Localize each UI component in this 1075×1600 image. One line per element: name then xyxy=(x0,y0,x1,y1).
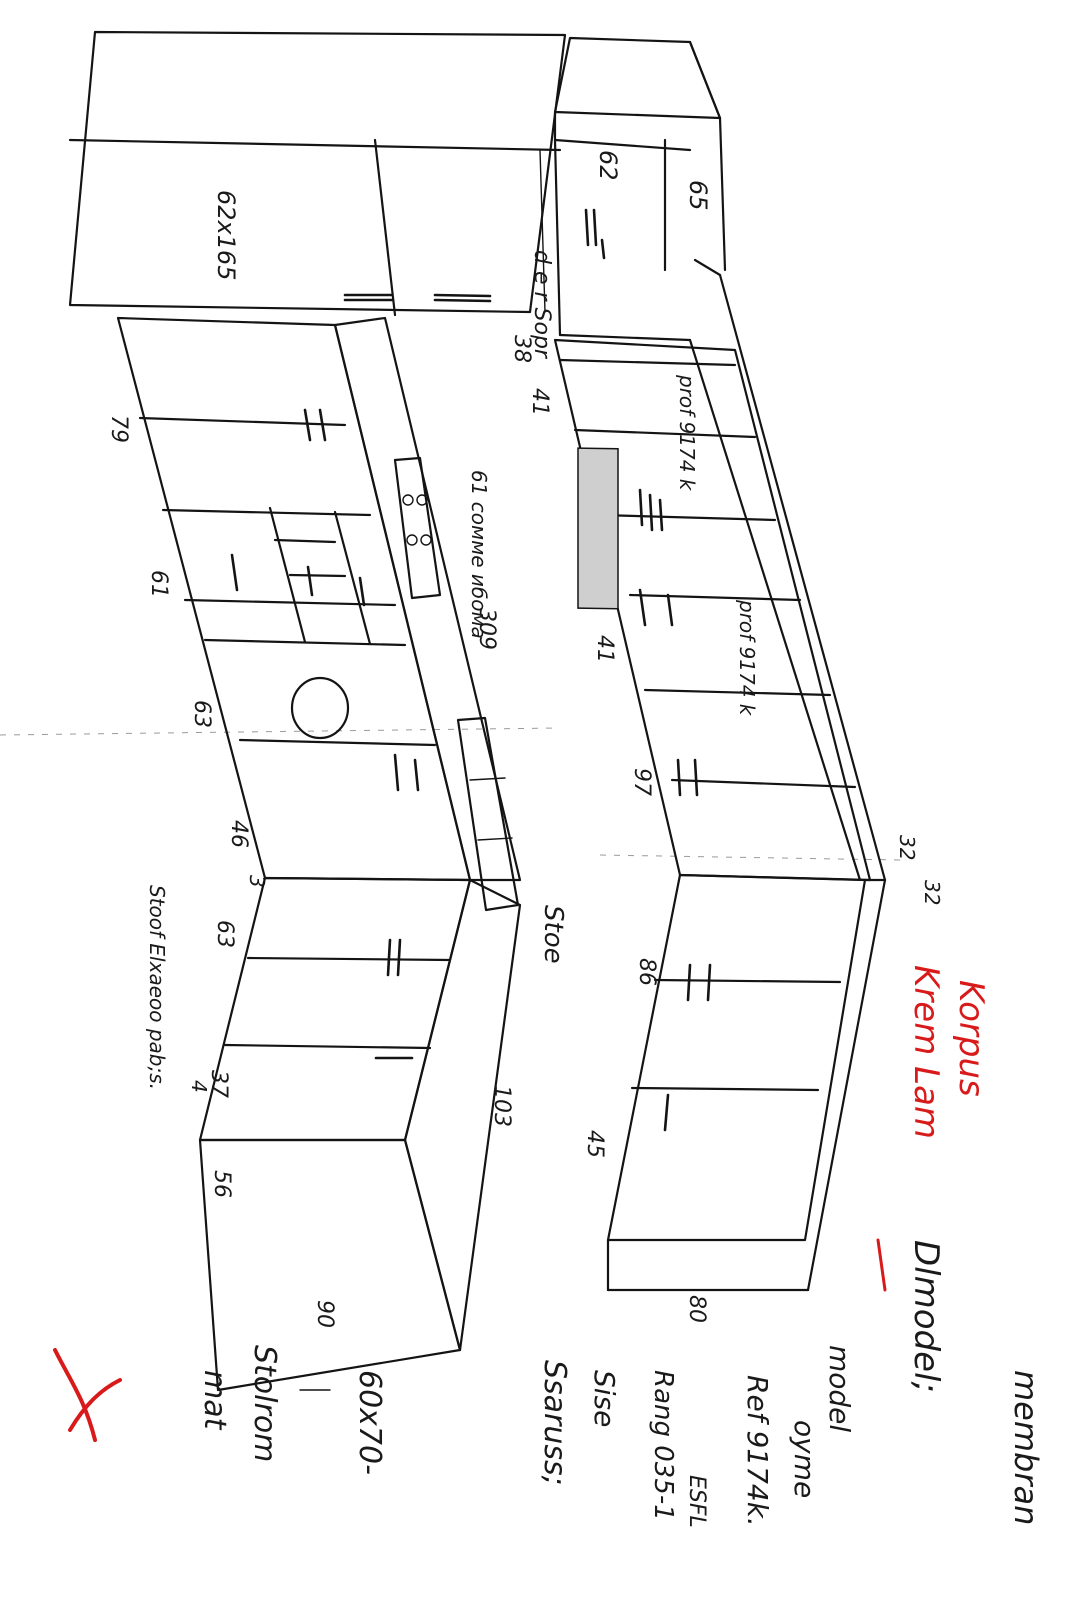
top-cabinet-dimension: 62 xyxy=(594,150,622,181)
top-right-dimension: 65 xyxy=(684,180,712,211)
arrow-marker: 4 xyxy=(187,1080,211,1093)
upper-wall-cabinets xyxy=(553,36,887,882)
corner-width-63: 63 xyxy=(212,920,237,948)
note-esfl: ESFL xyxy=(684,1475,709,1528)
scan-line-2 xyxy=(599,854,901,861)
base-width-86: 86 xyxy=(634,958,659,986)
depth-32a: 32 xyxy=(895,835,919,860)
base-width-61: 61 xyxy=(146,570,171,598)
base-width-37: 37 xyxy=(206,1070,231,1098)
base-run-right xyxy=(606,873,887,1292)
scan-line-1 xyxy=(0,727,561,736)
note-dims: 60x70- xyxy=(352,1370,387,1475)
base-width-79: 79 xyxy=(106,415,131,443)
depth-103: 103 xyxy=(489,1085,514,1127)
depth-56: 56 xyxy=(209,1170,234,1198)
red-underline xyxy=(876,1238,887,1292)
note-ref: Ref 9174k. xyxy=(741,1375,774,1527)
side-panel-note: Stoof Elxaeoo pab;s. xyxy=(145,885,169,1090)
base-run-left xyxy=(116,316,522,912)
wall-width-97: 97 xyxy=(629,768,654,796)
note-ssaruss: Ssaruss; xyxy=(537,1360,572,1486)
note-korpus: Korpus xyxy=(951,980,991,1097)
base-width-45: 45 xyxy=(582,1130,607,1158)
note-krem-lam: Krem Lam xyxy=(906,965,946,1139)
red-check-mark xyxy=(53,1348,122,1442)
tall-cabinet-dimension: 62x165 xyxy=(212,190,240,281)
note-sise: Sise xyxy=(588,1370,621,1427)
note-stol: Stolrom xyxy=(247,1345,282,1462)
rack-label-2: prof 9174 k xyxy=(735,599,759,717)
note-model: model xyxy=(823,1345,856,1432)
wall-width-41b: 41 xyxy=(592,635,617,663)
wall-width-38: 38 xyxy=(509,335,534,363)
wall-width-41a: 41 xyxy=(527,388,552,416)
depth-32b: 32 xyxy=(920,880,944,905)
note-model-line: Dlmodel; xyxy=(906,1240,946,1393)
note-code: Rang 035-1 xyxy=(648,1370,678,1521)
rack-label-1: prof 9174 k xyxy=(675,374,699,492)
front-corner-block xyxy=(198,876,522,1392)
note-mat: mat xyxy=(197,1370,232,1431)
notes-block: Korpus Krem Lam Dlmodel; membran model o… xyxy=(197,965,1045,1528)
stoe-note: Stoe xyxy=(538,905,568,964)
base-width-46: 46 xyxy=(226,820,251,848)
corner-unit-label: 61 сомме ибома xyxy=(467,470,491,639)
note-membran: membran xyxy=(1007,1370,1045,1525)
counter-length-309: 309 xyxy=(474,608,499,650)
note-oyme: oyme xyxy=(788,1420,821,1498)
corner-note: d e r Sopr xyxy=(529,250,554,360)
depth-80: 80 xyxy=(684,1295,709,1323)
upper-wall-run xyxy=(553,338,872,882)
height-90: 90 xyxy=(312,1300,337,1328)
base-width-63: 63 xyxy=(189,700,214,728)
tall-cabinet xyxy=(68,30,567,317)
